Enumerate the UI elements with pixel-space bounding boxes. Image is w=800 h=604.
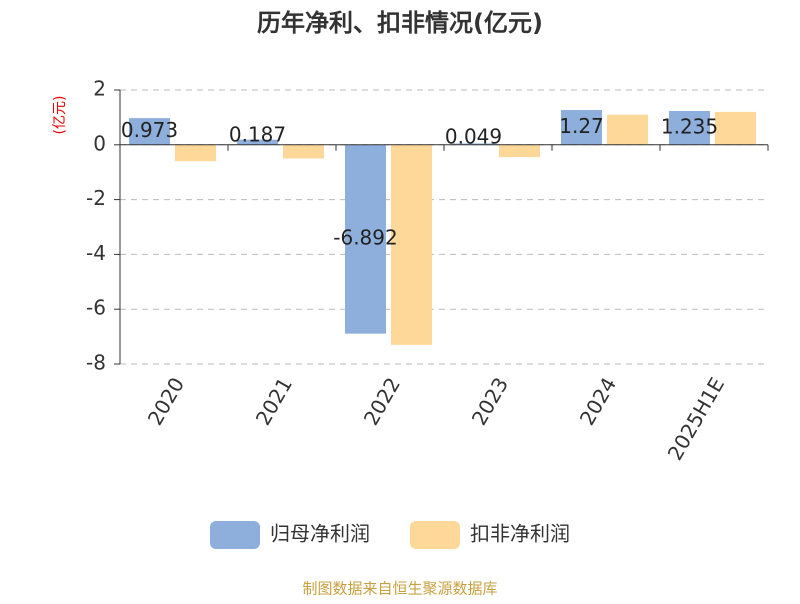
data-label: 0.049: [445, 125, 502, 149]
legend-label: 扣非净利润: [470, 522, 570, 546]
bar: [561, 110, 602, 145]
bar: [607, 114, 648, 145]
bar: [345, 144, 386, 334]
bar: [453, 143, 494, 145]
y-tick-label: -6: [86, 296, 106, 320]
bar: [237, 139, 278, 145]
data-label: 1.235: [661, 114, 718, 138]
source-note: 制图数据来自恒生聚源数据库: [302, 580, 497, 598]
y-tick-label: -8: [86, 351, 106, 375]
legend-label: 归母净利润: [270, 522, 370, 546]
legend-swatch: [210, 521, 260, 549]
bar: [175, 144, 216, 162]
x-tick-label: 2022: [359, 373, 405, 429]
y-axis-label: (亿元): [52, 96, 68, 135]
x-tick-label: 2025H1E: [663, 373, 729, 464]
y-tick-label: 2: [93, 77, 106, 101]
bar: [669, 110, 710, 145]
chart-title: 历年净利、扣非情况(亿元): [257, 9, 543, 37]
data-label: -6.892: [333, 226, 397, 250]
bar: [391, 144, 432, 345]
data-label: 1.27: [559, 114, 604, 138]
x-tick-label: 2020: [143, 373, 189, 429]
bar: [283, 144, 324, 159]
bar: [499, 144, 540, 158]
legend-swatch: [410, 521, 460, 549]
y-tick-label: 0: [93, 131, 106, 155]
y-tick-label: -2: [86, 186, 106, 210]
x-tick-label: 2024: [575, 373, 621, 429]
bar: [129, 118, 170, 145]
bar: [715, 111, 756, 145]
x-tick-label: 2023: [467, 373, 513, 429]
x-tick-label: 2021: [251, 373, 297, 429]
y-tick-label: -4: [86, 241, 106, 265]
data-label: 0.973: [121, 118, 178, 142]
data-label: 0.187: [229, 123, 286, 147]
